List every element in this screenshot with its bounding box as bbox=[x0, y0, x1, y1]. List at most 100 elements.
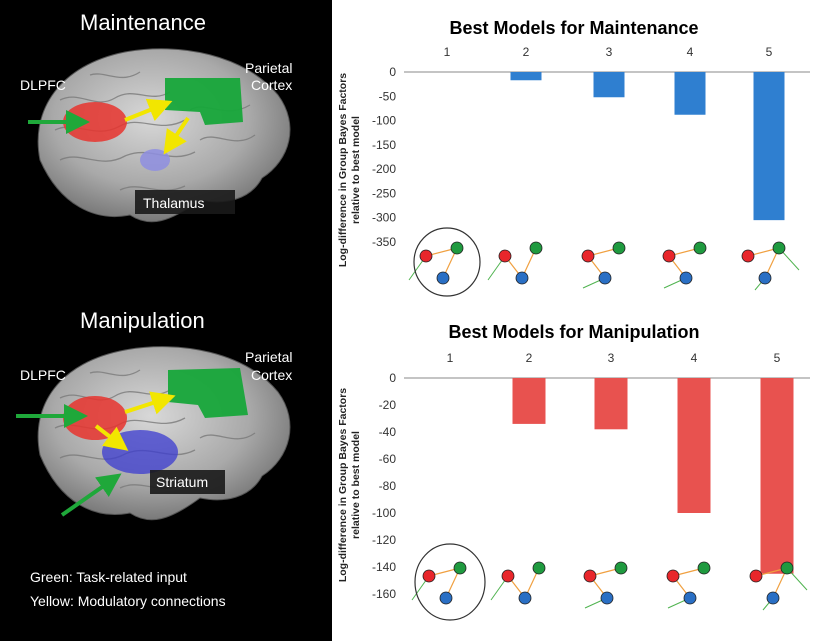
model-node-blue bbox=[683, 591, 697, 605]
model-diagram-2 bbox=[490, 561, 546, 605]
manipulation-heading: Manipulation bbox=[80, 308, 205, 333]
model-diagram-2 bbox=[487, 241, 543, 285]
model-diagram-3 bbox=[581, 241, 626, 289]
striatum-label-box bbox=[150, 470, 225, 494]
model-node-red bbox=[581, 249, 595, 263]
legend-green: Green: Task-related input bbox=[30, 569, 187, 585]
parietal-label-line2-manipulation: Cortex bbox=[251, 367, 292, 383]
y-tick-label: -50 bbox=[379, 89, 397, 103]
y-axis-label-line1: Log-difference in Group Bayes Factors bbox=[337, 73, 349, 267]
model-node-blue bbox=[598, 271, 612, 285]
model-diagrams bbox=[408, 241, 800, 291]
x-tick-label: 1 bbox=[444, 45, 451, 59]
model-node-green bbox=[529, 241, 543, 255]
y-tick-label: -60 bbox=[379, 452, 397, 466]
brain-panel: Maintenance DLPFC Parietal Cortex Thalam… bbox=[0, 0, 332, 641]
bar-model-3 bbox=[593, 72, 625, 98]
brain-illustrations: Maintenance DLPFC Parietal Cortex Thalam… bbox=[16, 10, 292, 609]
model-node-blue bbox=[766, 591, 780, 605]
model-diagram-1 bbox=[408, 241, 464, 285]
chart-title: Best Models for Manipulation bbox=[448, 322, 699, 342]
y-tick-labels: 0 -20 -40 -60 -80 -100 -120 -140 -160 bbox=[372, 371, 396, 601]
y-tick-label: -250 bbox=[372, 186, 396, 200]
model-node-green bbox=[450, 241, 464, 255]
y-tick-label: -140 bbox=[372, 560, 396, 574]
y-tick-label: -100 bbox=[372, 506, 396, 520]
model-node-red bbox=[583, 569, 597, 583]
bar-model-4 bbox=[674, 72, 706, 115]
model-diagram-3 bbox=[583, 561, 628, 609]
dlpfc-label-maintenance: DLPFC bbox=[20, 77, 66, 93]
striatum-region bbox=[102, 430, 178, 474]
model-node-red bbox=[662, 249, 676, 263]
thalamus-region-maintenance bbox=[140, 149, 170, 171]
model-node-blue bbox=[436, 271, 450, 285]
modulatory-arrow-2-maintenance bbox=[163, 116, 190, 155]
model-node-blue bbox=[439, 591, 453, 605]
model-node-red bbox=[422, 569, 436, 583]
thalamus-label-box bbox=[135, 190, 235, 214]
y-tick-label: -350 bbox=[372, 235, 396, 249]
model-diagram-1 bbox=[411, 561, 467, 605]
striatum-label: Striatum bbox=[156, 474, 208, 490]
x-tick-label: 3 bbox=[606, 45, 613, 59]
manipulation-brain: Manipulation DLPFC Parietal Cortex Stria… bbox=[16, 308, 292, 521]
maintenance-heading: Maintenance bbox=[80, 10, 206, 35]
x-tick-label: 5 bbox=[766, 45, 773, 59]
chart-title: Best Models for Maintenance bbox=[449, 18, 698, 38]
x-tick-label: 4 bbox=[687, 45, 694, 59]
x-tick-labels: 1 2 3 4 5 bbox=[447, 351, 781, 365]
model-node-green bbox=[612, 241, 626, 255]
model-node-green bbox=[772, 241, 786, 255]
x-tick-label: 5 bbox=[774, 351, 781, 365]
x-tick-label: 3 bbox=[608, 351, 615, 365]
best-model-circle bbox=[413, 227, 481, 297]
bar-model-2 bbox=[510, 72, 542, 81]
modulatory-arrow-1-manipulation bbox=[124, 391, 176, 415]
y-axis-label-line1: Log-difference in Group Bayes Factors bbox=[337, 388, 349, 582]
model-node-blue bbox=[518, 591, 532, 605]
model-node-green bbox=[780, 561, 794, 575]
model-node-red bbox=[501, 569, 515, 583]
x-tick-label: 2 bbox=[526, 351, 533, 365]
y-axis-label-line2: relative to best model bbox=[350, 116, 362, 224]
model-node-red bbox=[666, 569, 680, 583]
best-model-circle bbox=[414, 543, 486, 621]
bar-model-3 bbox=[594, 378, 628, 430]
bar-model-2 bbox=[512, 378, 546, 424]
model-node-green bbox=[453, 561, 467, 575]
legend-yellow: Yellow: Modulatory connections bbox=[30, 593, 226, 609]
x-tick-label: 2 bbox=[523, 45, 530, 59]
thalamus-label: Thalamus bbox=[143, 195, 204, 211]
manipulation-chart: Best Models for Manipulation 1 2 3 4 5 0 -20 -… bbox=[337, 322, 810, 621]
y-tick-label: -120 bbox=[372, 533, 396, 547]
y-tick-label: -80 bbox=[379, 479, 397, 493]
y-tick-label: -160 bbox=[372, 587, 396, 601]
x-tick-labels: 1 2 3 4 5 bbox=[444, 45, 773, 59]
model-node-red bbox=[741, 249, 755, 263]
bar-model-5 bbox=[753, 72, 785, 221]
model-node-blue bbox=[515, 271, 529, 285]
model-diagram-4 bbox=[662, 241, 707, 289]
dlpfc-label-manipulation: DLPFC bbox=[20, 367, 66, 383]
maintenance-brain: Maintenance DLPFC Parietal Cortex Thalam… bbox=[20, 10, 292, 223]
model-node-red bbox=[419, 249, 433, 263]
model-node-red bbox=[498, 249, 512, 263]
y-tick-label: -100 bbox=[372, 114, 396, 128]
x-tick-label: 4 bbox=[691, 351, 698, 365]
parietal-region-maintenance bbox=[165, 78, 243, 125]
model-node-green bbox=[697, 561, 711, 575]
maintenance-chart: Best Models for Maintenance 1 2 3 4 5 0 -50 -1… bbox=[337, 18, 810, 297]
y-tick-label: 0 bbox=[389, 65, 396, 79]
parietal-label-line1-maintenance: Parietal bbox=[245, 60, 292, 76]
bar-model-5 bbox=[760, 378, 794, 574]
bar-model-4 bbox=[677, 378, 711, 513]
model-node-blue bbox=[600, 591, 614, 605]
modulatory-arrow-1-maintenance bbox=[124, 98, 173, 122]
model-node-blue bbox=[758, 271, 772, 285]
modulatory-arrow-2-manipulation bbox=[94, 424, 129, 451]
model-node-green bbox=[693, 241, 707, 255]
y-tick-labels: 0 -50 -100 -150 -200 -250 -300 -350 bbox=[372, 65, 396, 249]
y-tick-label: -200 bbox=[372, 162, 396, 176]
model-node-green bbox=[614, 561, 628, 575]
